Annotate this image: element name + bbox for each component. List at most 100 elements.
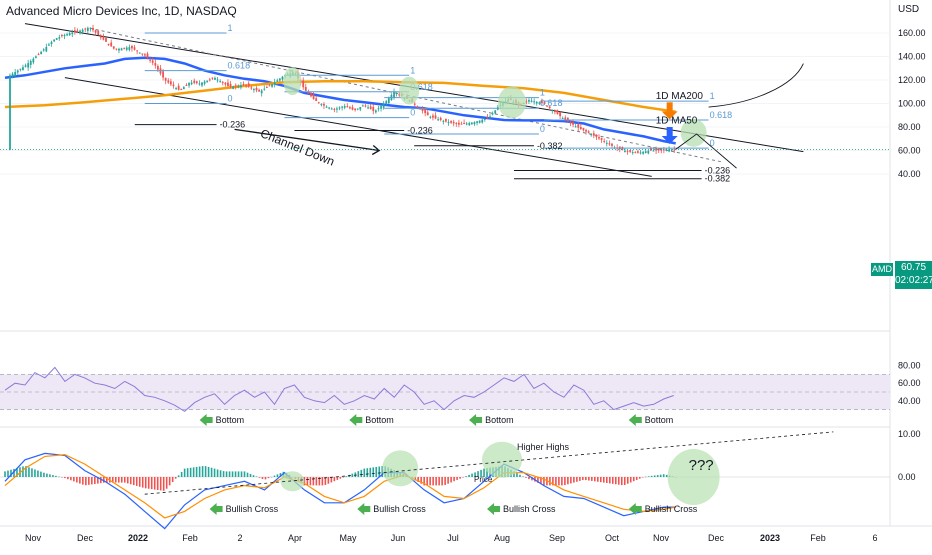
projection-path-down <box>675 133 737 169</box>
bullish-cross-arrow-icon <box>628 503 642 515</box>
macd-hist-bar <box>94 477 96 484</box>
macd-hist-bar <box>82 477 84 485</box>
candle-body <box>419 108 421 110</box>
macd-hist-bar <box>85 477 87 486</box>
candle-body <box>68 33 71 36</box>
macd-trendline <box>144 431 834 495</box>
macd-hist-bar <box>219 470 222 477</box>
macd-hist-bar <box>114 477 117 483</box>
candle-body <box>325 106 328 108</box>
bottom-arrow-icon <box>199 414 213 426</box>
macd-hist-bar <box>138 477 141 487</box>
candle-body <box>543 101 546 104</box>
candle-body <box>216 79 219 81</box>
candle-body <box>592 133 595 136</box>
candle-body <box>416 106 419 108</box>
macd-hist-bar <box>117 477 120 483</box>
candle-body <box>579 126 582 130</box>
macd-hist-bar <box>414 477 416 481</box>
candle-body <box>530 100 533 102</box>
candle-body <box>312 94 315 100</box>
macd-hist-bar <box>597 477 599 482</box>
price-tick-label: 160.00 <box>898 28 926 38</box>
candle-body <box>470 122 473 125</box>
macd-hist-bar <box>342 477 345 478</box>
candle-body <box>330 108 333 110</box>
ma50-arrow-shaft <box>666 127 673 136</box>
macd-hist-bar <box>570 477 572 484</box>
candle-body <box>50 42 53 45</box>
fib-extension-label: -0.382 <box>537 141 563 151</box>
ma200-arrow-shaft <box>666 102 673 112</box>
fib-level-label: 0.618 <box>410 82 433 92</box>
candle-body <box>273 82 276 85</box>
macd-hist-bar <box>549 477 551 486</box>
candle-body <box>587 131 590 133</box>
time-tick-label: Sep <box>549 533 565 543</box>
macd-hist-bar <box>357 471 360 477</box>
macd-hist-bar <box>162 477 165 491</box>
macd-highlight-circle <box>667 449 720 505</box>
macd-hist-bar <box>453 477 455 482</box>
candle-body <box>156 66 159 70</box>
candle-body <box>76 30 79 32</box>
candle-body <box>341 106 344 108</box>
fib-extension-label: -0.382 <box>705 174 731 184</box>
macd-highlight-circle <box>382 450 419 487</box>
macd-hist-bar <box>603 477 605 483</box>
candle-body <box>253 89 255 91</box>
candle-body <box>250 87 253 89</box>
candle-body <box>188 82 190 86</box>
channel-lower-line <box>64 77 652 177</box>
bullish-cross-label: Bullish Cross <box>503 504 556 514</box>
rsi-bottom-label: Bottom <box>365 415 394 425</box>
rsi-line <box>4 366 674 413</box>
candle-body <box>211 77 214 79</box>
candle-body <box>302 80 305 88</box>
macd-hist-bar <box>198 466 201 477</box>
candle-body <box>190 82 193 85</box>
ma200-label: 1D MA200 <box>656 91 704 102</box>
macd-hist-bar <box>171 477 174 483</box>
price-tick-label: 40.00 <box>898 169 921 179</box>
macd-hist-bar <box>177 475 180 477</box>
time-tick-label: Jun <box>391 533 406 543</box>
macd-hist-bar <box>282 471 285 477</box>
candle-body <box>367 107 369 109</box>
candle-body <box>84 28 87 30</box>
last-price: 60.75 <box>900 262 927 273</box>
candle-body <box>491 113 494 115</box>
candle-body <box>89 27 92 29</box>
candle-body <box>598 137 600 139</box>
macd-hist-bar <box>480 469 482 477</box>
candle-body <box>478 120 481 123</box>
bar-countdown: 02:02:27 <box>895 275 932 286</box>
macd-hist-bar <box>279 473 282 477</box>
candle-body <box>452 121 455 124</box>
candle-body <box>476 121 478 123</box>
macd-hist-bar <box>591 477 593 481</box>
macd-hist-bar <box>659 474 662 477</box>
candle-body <box>577 124 580 128</box>
macd-hist-bar <box>426 477 428 486</box>
macd-hist-bar <box>79 477 81 484</box>
macd-hist-bar <box>471 473 473 477</box>
macd-hist-bar <box>366 468 369 477</box>
bullish-cross-label: Bullish Cross <box>226 504 279 514</box>
fib-level-label: 0 <box>710 138 715 148</box>
macd-hist-bar <box>327 477 330 484</box>
candle-body <box>590 134 593 136</box>
macd-hist-bar <box>267 477 270 479</box>
macd-hist-bar <box>617 477 620 485</box>
time-tick-label: Feb <box>182 533 198 543</box>
price-label: Price <box>474 475 493 484</box>
candle-body <box>40 51 43 54</box>
macd-hist-bar <box>76 477 78 483</box>
candle-body <box>133 47 136 50</box>
candle-body <box>60 35 63 37</box>
candle-body <box>123 47 126 49</box>
candle-body <box>144 54 146 56</box>
candle-body <box>650 148 652 151</box>
highlight-circle <box>283 67 302 96</box>
macd-hist-bar <box>321 477 324 486</box>
